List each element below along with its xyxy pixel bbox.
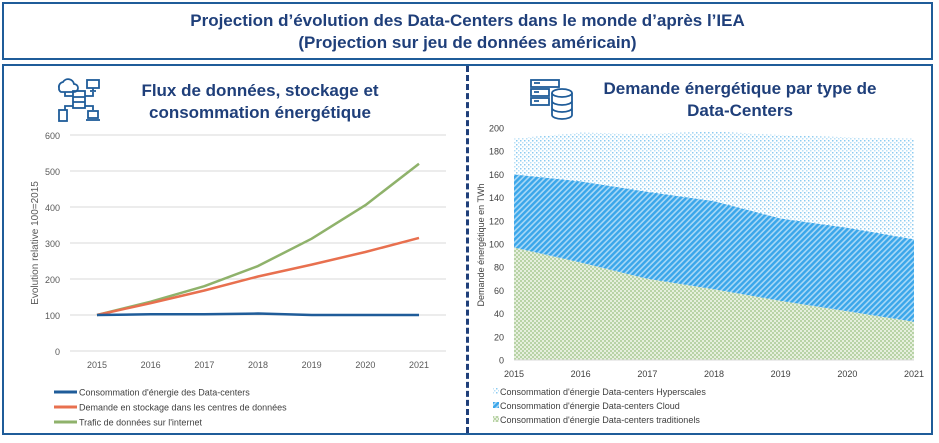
x-tick-label: 2018	[248, 360, 268, 370]
x-tick-label: 2016	[141, 360, 161, 370]
legend-label: Consommation d'énergie Data-centers trad…	[500, 415, 700, 425]
y-tick-label: 160	[489, 170, 504, 180]
y-tick-label: 200	[45, 275, 60, 285]
panel-divider	[466, 66, 469, 433]
y-tick-label: 400	[45, 203, 60, 213]
y-tick-label: 500	[45, 167, 60, 177]
x-tick-label: 2015	[87, 360, 107, 370]
y-tick-label: 140	[489, 193, 504, 203]
x-tick-label: 2016	[571, 369, 591, 379]
left-chart-title: Flux de données, stockage et consommatio…	[110, 80, 410, 124]
main-title: Projection d’évolution des Data-Centers …	[2, 2, 933, 60]
legend-label: Consommation d'énergie Data-centers Clou…	[500, 401, 680, 411]
y-tick-label: 200	[489, 124, 504, 134]
left-chart-title-line1: Flux de données, stockage et	[141, 81, 379, 100]
x-tick-label: 2015	[504, 369, 524, 379]
line-chart: 0 100 200 300 400 500 600 2015 2016 2017 2018 2019 2…	[30, 131, 446, 428]
area-series-2	[514, 131, 914, 240]
x-tick-label: 2020	[837, 369, 857, 379]
right-chart-title: Demande énergétique par type de Data-Cen…	[580, 78, 900, 122]
legend-label: Demande en stockage dans les centres de …	[79, 403, 287, 413]
x-tick-label: 2019	[302, 360, 322, 370]
legend-label: Consommation d'énergie des Data-centers	[79, 388, 250, 398]
legend-label: Trafic de données sur l'internet	[79, 418, 202, 428]
network-datacenter-icon	[58, 78, 100, 122]
series-line-2	[96, 162, 420, 317]
x-tick-label: 2017	[194, 360, 214, 370]
right-chart-title-line2: Data-Centers	[687, 101, 793, 120]
panels-frame	[2, 64, 933, 435]
server-database-icon	[530, 79, 573, 120]
legend-swatch	[493, 402, 499, 408]
x-tick-label: 2017	[637, 369, 657, 379]
area-series-1	[514, 174, 914, 322]
series-line-0	[96, 312, 419, 317]
legend-swatch	[493, 388, 499, 394]
main-title-line2: (Projection sur jeu de données américain…	[298, 33, 637, 52]
x-tick-label: 2021	[904, 369, 924, 379]
x-tick-label: 2020	[355, 360, 375, 370]
legend-label: Consommation d'énergie Data-centers Hype…	[500, 387, 706, 397]
series-line-1	[96, 236, 420, 317]
y-tick-label: 60	[494, 286, 504, 296]
y-tick-label: 0	[499, 356, 504, 366]
y-tick-label: 40	[494, 309, 504, 319]
right-chart-title-line1: Demande énergétique par type de	[603, 79, 877, 98]
y-tick-label: 100	[489, 240, 504, 250]
legend-swatch	[493, 416, 499, 422]
area-series-0	[514, 247, 914, 360]
x-tick-label: 2018	[704, 369, 724, 379]
y-tick-label: 180	[489, 147, 504, 157]
y-tick-label: 80	[494, 263, 504, 273]
left-chart-title-line2: consommation énergétique	[149, 103, 371, 122]
y-tick-label: 100	[45, 311, 60, 321]
y-tick-label: 300	[45, 239, 60, 249]
y-axis-label: Evolution relative 100=2015	[30, 181, 41, 305]
y-tick-label: 20	[494, 332, 504, 342]
y-tick-label: 600	[45, 131, 60, 141]
y-axis-label: Demande énergétique en TWh	[476, 184, 486, 307]
y-tick-label: 120	[489, 216, 504, 226]
main-title-line1: Projection d’évolution des Data-Centers …	[190, 11, 745, 30]
x-tick-label: 2019	[771, 369, 791, 379]
x-tick-label: 2021	[409, 360, 429, 370]
y-tick-label: 0	[55, 347, 60, 357]
